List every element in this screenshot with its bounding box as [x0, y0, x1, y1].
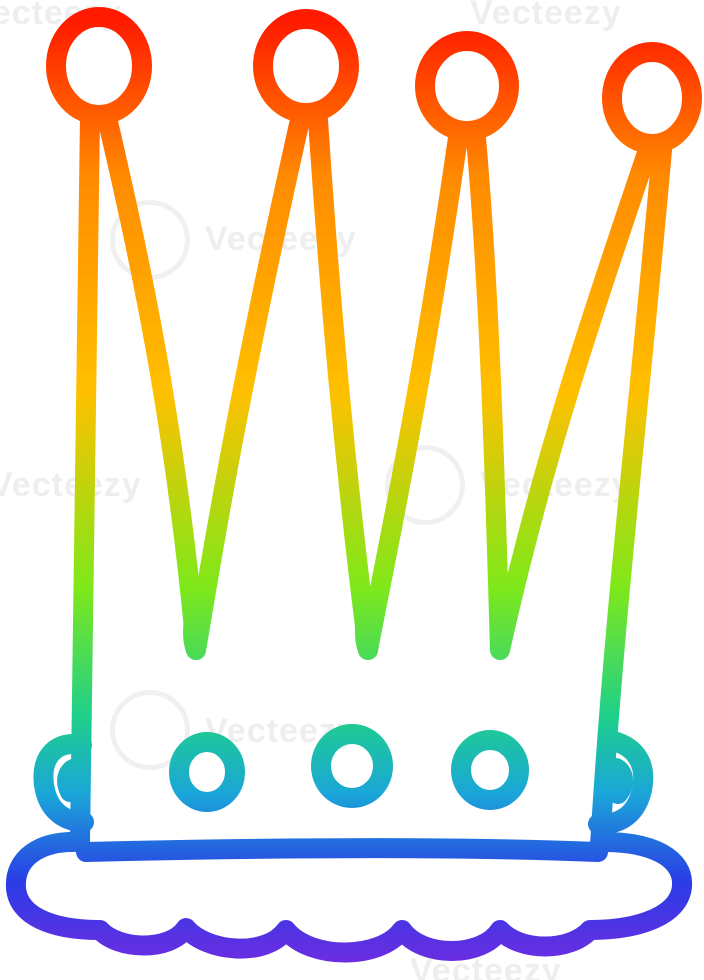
crown-orb-1	[46, 7, 152, 125]
band-left-bump	[33, 734, 94, 832]
band-jewel-3	[451, 730, 529, 810]
band-right-bump	[588, 730, 654, 835]
crown-cushion	[5, 831, 692, 963]
crown-spike-inner-2	[355, 600, 378, 660]
crown-spike-inner-1	[183, 602, 206, 660]
band-left-bump-inner	[57, 758, 86, 802]
band-jewel-1	[169, 732, 245, 812]
crown-orb-2	[253, 9, 359, 123]
band-bottom-line	[76, 838, 608, 862]
band-jewel-2	[311, 724, 393, 808]
crown-orb-4	[602, 42, 702, 154]
band-right-bump-inner	[606, 758, 633, 804]
crown-orb-3	[415, 31, 519, 141]
